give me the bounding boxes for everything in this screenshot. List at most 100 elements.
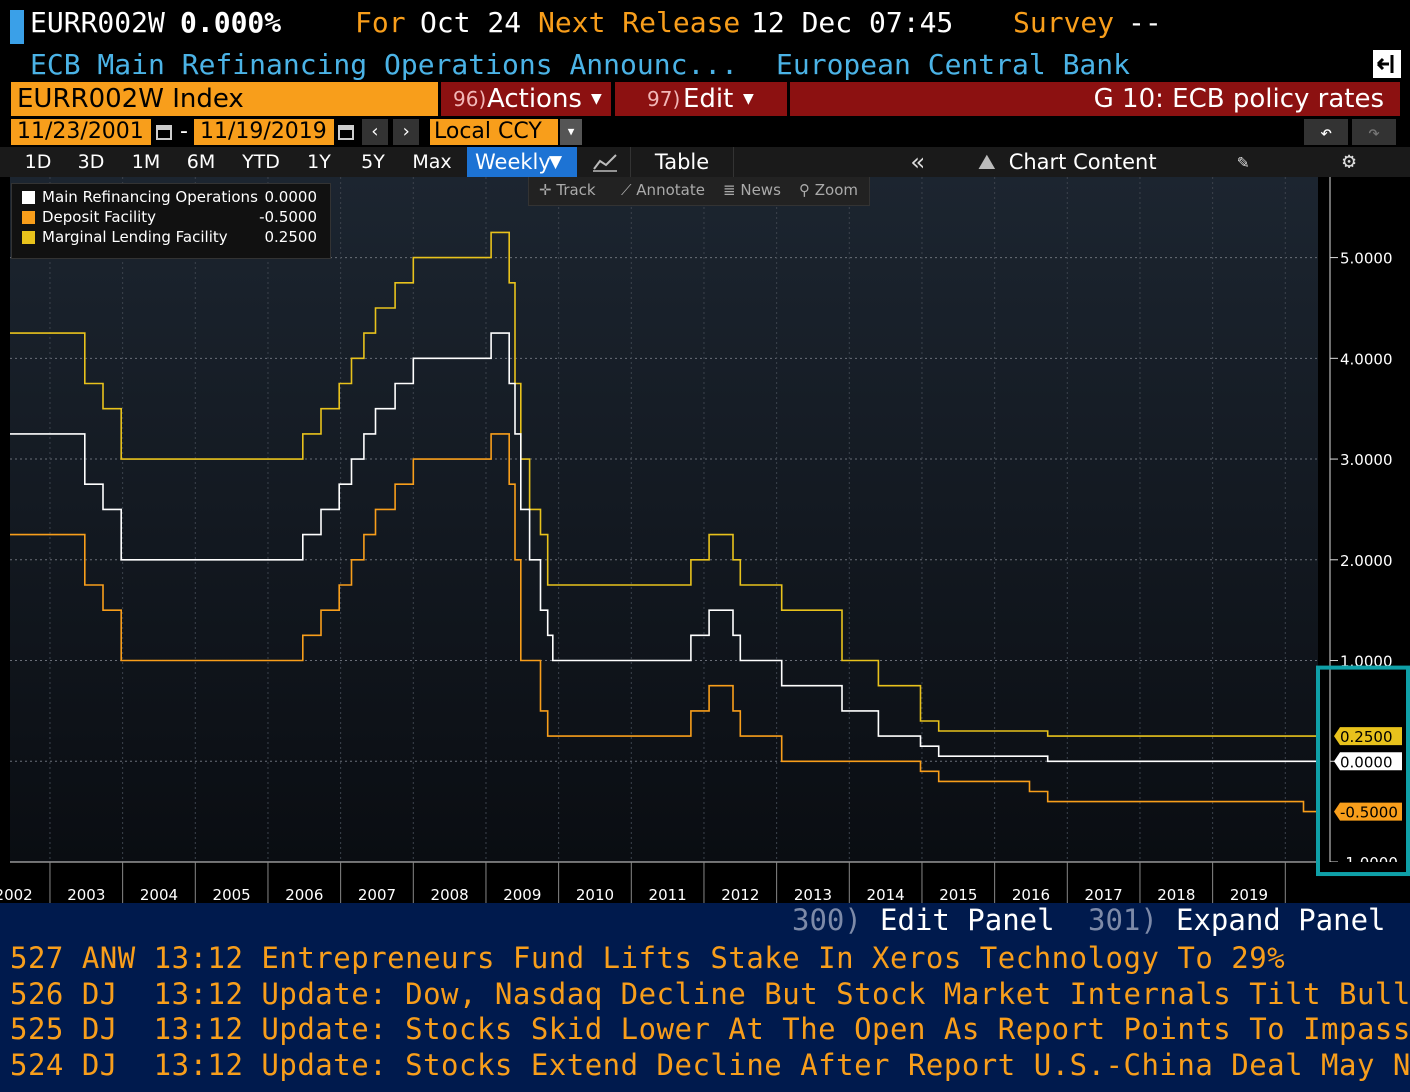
last-value-tag-label: -0.5000 [1340,804,1398,822]
legend-item[interactable]: Marginal Lending Facility 0.2500 [20,228,325,248]
last-value-tag [1334,752,1402,771]
track-tool[interactable]: ✛ Track [539,181,596,199]
period-button-1y[interactable]: 1Y [307,151,331,173]
actions-num: 96) [453,87,487,111]
table-button[interactable]: Table [630,147,734,177]
expand-panel-button[interactable]: Expand Panel [1176,903,1386,937]
date-separator: - [180,119,188,144]
legend-swatch [22,191,35,204]
chart-title: G 10: ECB policy rates [1093,84,1384,114]
list-icon: ≣ [723,181,736,199]
news-headline[interactable]: 527 ANW 13:12 Entrepreneurs Fund Lifts S… [10,941,1286,975]
x-axis-background [0,862,1410,903]
period-button-6m[interactable]: 6M [186,151,216,173]
y-tick-label: 4.0000 [1340,350,1393,368]
ticker[interactable]: EURR002W [30,6,165,39]
source: European Central Bank [776,48,1131,81]
edit-panel-button[interactable]: Edit Panel [880,903,1055,937]
period-button-3d[interactable]: 3D [77,151,105,173]
start-date: 11/23/2001 [17,119,144,144]
next-release-value: 12 Dec 07:45 [751,6,954,39]
start-calendar-icon[interactable] [155,123,173,141]
legend-series-value: -0.5000 [259,208,317,226]
end-calendar-icon[interactable] [337,123,355,141]
x-tick-label: 2018 [1157,886,1195,903]
x-tick-label: 2015 [939,886,977,903]
last-values-highlight-box [1316,665,1410,877]
period-buttons: 1D 3D 1M 6M YTD 1Y 5Y Max [0,147,470,177]
actions-dropdown-icon: ▼ [591,91,602,107]
last-value-tag [1334,802,1402,821]
frequency-select[interactable]: Weekly ▼ [467,147,577,177]
undo-icon[interactable]: ↶ [1304,119,1348,145]
period-button-1m[interactable]: 1M [131,151,161,173]
last-value-tag [1334,727,1402,746]
x-tick-label: 2012 [721,886,759,903]
legend-item[interactable]: Deposit Facility -0.5000 [20,208,325,228]
end-date: 11/19/2019 [200,119,327,144]
currency-select[interactable]: Local CCY [430,119,558,145]
next-release-label: Next Release [538,6,741,39]
currency-dropdown-icon[interactable]: ▼ [560,119,582,145]
next-period-button[interactable]: › [393,119,419,145]
for-label: For [355,6,406,39]
for-date: Oct 24 [420,6,522,39]
period-button-1d[interactable]: 1D [24,151,52,173]
news-tool[interactable]: ≣ News [723,181,781,199]
last-value-tag-label: 0.0000 [1340,753,1393,771]
settings-gear-icon[interactable]: ⚙ [1342,149,1356,174]
series-line-marginal-lending-facility [10,231,1318,737]
end-date-field[interactable]: 11/19/2019 [194,119,334,145]
period-button-ytd[interactable]: YTD [242,151,280,173]
legend-series-name: Main Refinancing Operations [42,188,258,206]
edit-dropdown-icon: ▼ [743,91,754,107]
frequency-dropdown-icon: ▼ [549,152,563,172]
start-date-field[interactable]: 11/23/2001 [11,119,151,145]
policy-rates-chart[interactable]: 5.00004.00003.00002.00001.00000.0000-1.0… [0,177,1410,903]
legend-series-name: Marginal Lending Facility [42,228,228,246]
x-tick-label: 2014 [867,886,905,903]
chart-panel[interactable]: 5.00004.00003.00002.00001.00000.0000-1.0… [0,177,1410,903]
y-tick-label: 5.0000 [1340,250,1393,268]
security-field[interactable]: EURR002W Index [11,82,438,116]
edit-menu[interactable]: 97) Edit ▼ [615,82,787,116]
export-icon[interactable] [1372,49,1402,79]
security-label: EURR002W Index [17,84,244,114]
news-headline[interactable]: 526 DJ 13:12 Update: Dow, Nasdaq Decline… [10,976,1410,1011]
chart-title-bar: G 10: ECB policy rates [790,82,1400,116]
pencil-icon: ⟋ [621,181,632,199]
ticker-marker [10,10,24,44]
crosshair-icon: ✛ [539,181,552,199]
legend-item[interactable]: Main Refinancing Operations 0.0000 [20,188,325,208]
news-headline[interactable]: 525 DJ 13:12 Update: Stocks Skid Lower A… [10,1012,1410,1046]
period-button-5y[interactable]: 5Y [361,151,385,173]
annotate-tool[interactable]: ⟋ Annotate [621,181,705,199]
chart-tools-bar: ✛ Track ⟋ Annotate ≣ News ⚲ Zoom [528,177,870,206]
collapse-icon[interactable]: « [910,148,926,176]
zoom-tool[interactable]: ⚲ Zoom [799,181,859,199]
legend-series-value: 0.0000 [264,188,318,206]
actions-menu[interactable]: 96) Actions ▼ [441,82,611,116]
prev-period-button[interactable]: ‹ [362,119,388,145]
series-line-deposit-facility [10,433,1318,813]
chart-type-icon[interactable] [590,151,620,173]
x-tick-label: 2008 [431,886,469,903]
chart-content-button[interactable]: ⛰ Chart Content [978,147,1178,177]
period-button-max[interactable]: Max [412,151,452,173]
x-tick-label: 2003 [67,886,105,903]
currency-value: Local CCY [434,119,542,144]
annotate-edit-icon[interactable]: ✎ [1237,151,1249,173]
x-tick-label: 2009 [503,886,541,903]
news-headline[interactable]: 524 DJ 13:12 Update: Stocks Extend Decli… [10,1047,1410,1082]
legend: Main Refinancing Operations 0.0000 Deposit… [11,183,331,259]
header-row: EURR002W 0.000% For Oct 24 Next Release … [0,0,1410,46]
last-value: 0.000% [180,6,282,39]
magnifier-icon: ⚲ [799,181,810,199]
x-tick-label: 2019 [1230,886,1268,903]
chart-content-label: Chart Content [1008,150,1157,174]
y-tick-label: 2.0000 [1340,552,1393,570]
redo-icon[interactable]: ↷ [1352,119,1396,145]
x-tick-label: 2006 [285,886,323,903]
actions-label: Actions [487,84,582,114]
table-label: Table [654,150,710,174]
